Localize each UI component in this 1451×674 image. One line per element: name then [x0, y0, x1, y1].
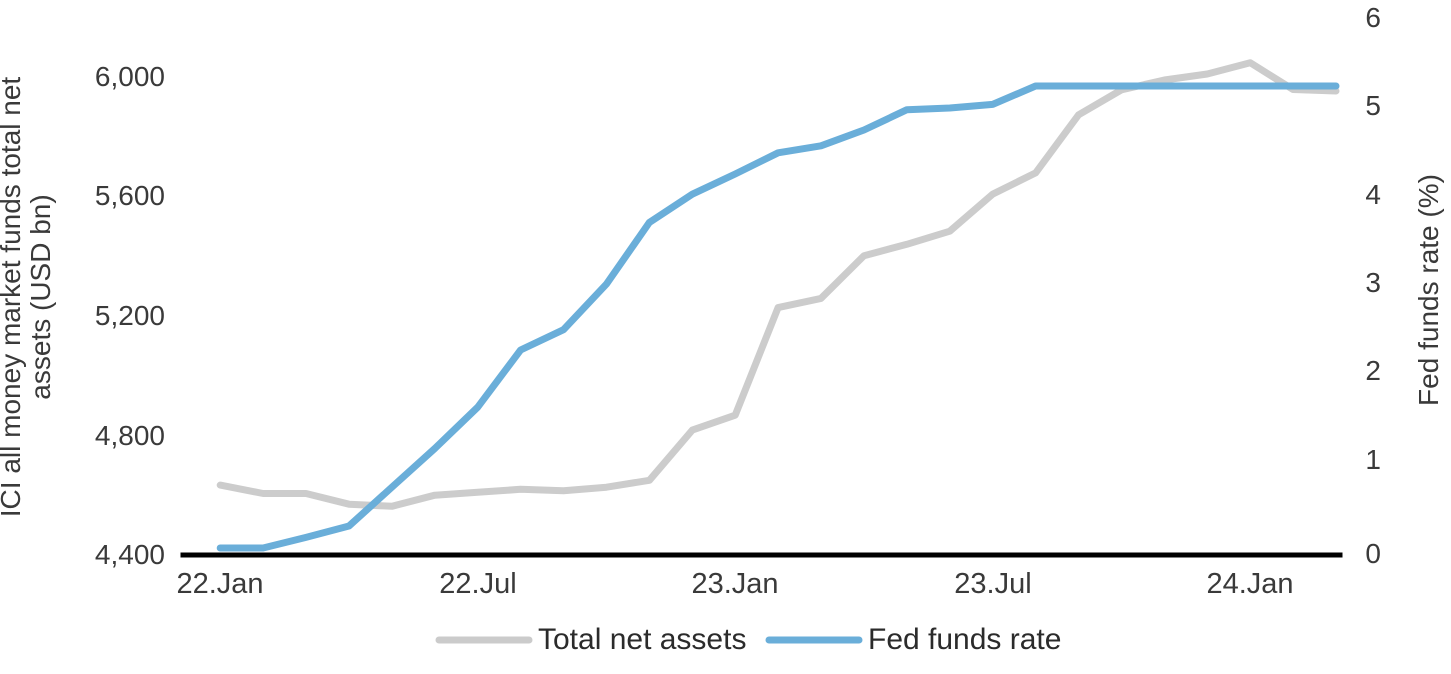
- svg-text:4: 4: [1365, 179, 1381, 210]
- svg-text:5,600: 5,600: [95, 180, 165, 211]
- svg-text:Total net assets: Total net assets: [538, 623, 746, 656]
- svg-text:Fed funds rate: Fed funds rate: [868, 623, 1061, 656]
- svg-text:22.Jul: 22.Jul: [439, 568, 516, 600]
- svg-text:23.Jan: 23.Jan: [691, 568, 778, 600]
- svg-text:4,800: 4,800: [95, 420, 165, 451]
- svg-text:2: 2: [1365, 355, 1381, 386]
- svg-text:ICI all money market funds tot: ICI all money market funds total net: [0, 77, 26, 518]
- svg-text:22.Jan: 22.Jan: [176, 568, 263, 600]
- svg-text:0: 0: [1365, 538, 1381, 569]
- svg-text:1: 1: [1365, 444, 1381, 475]
- svg-text:assets (USD bn): assets (USD bn): [25, 194, 56, 399]
- svg-text:3: 3: [1365, 267, 1381, 298]
- svg-text:Fed funds rate (%): Fed funds rate (%): [1413, 174, 1444, 406]
- svg-text:5: 5: [1365, 90, 1381, 121]
- svg-text:23.Jul: 23.Jul: [954, 568, 1031, 600]
- svg-text:6: 6: [1365, 2, 1381, 33]
- svg-text:6,000: 6,000: [95, 61, 165, 92]
- svg-text:24.Jan: 24.Jan: [1206, 568, 1293, 600]
- svg-text:5,200: 5,200: [95, 300, 165, 331]
- svg-text:4,400: 4,400: [95, 539, 165, 570]
